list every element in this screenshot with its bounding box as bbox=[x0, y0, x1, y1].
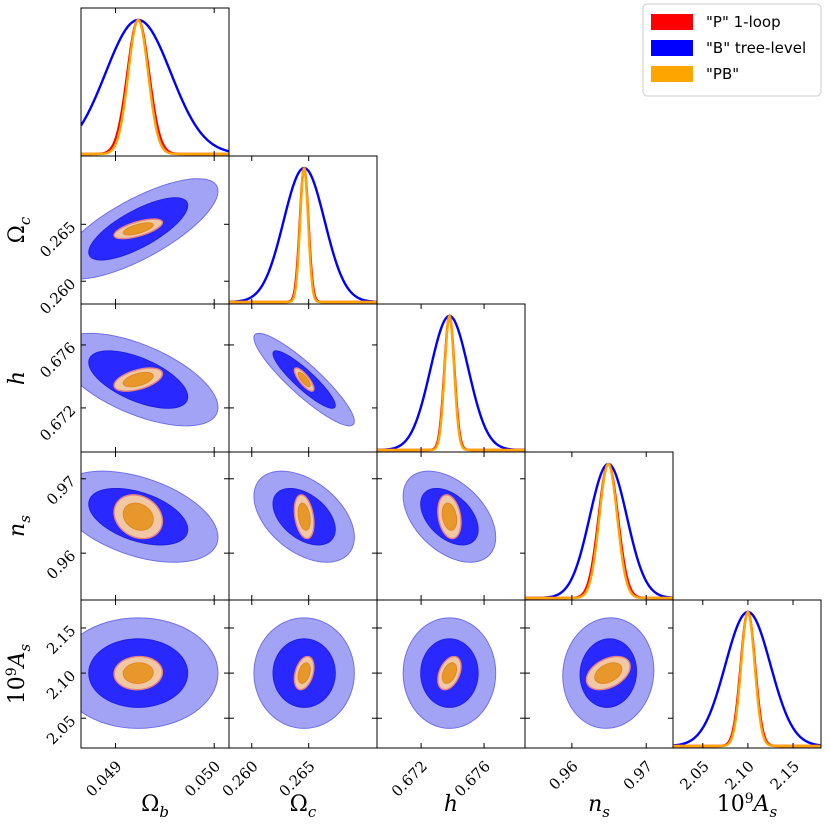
y-axis-label-omega_c: Ωc bbox=[5, 216, 34, 243]
y-tick-label-omega_c: 0.265 bbox=[36, 218, 79, 261]
panel-content bbox=[562, 617, 655, 729]
panel-content bbox=[525, 462, 673, 600]
x-axis-label-omega_b: Ωb bbox=[141, 792, 169, 821]
contour-PB-68-h-n_s bbox=[441, 502, 458, 531]
contour-PB-68-h-As bbox=[441, 662, 458, 684]
panel-content bbox=[402, 470, 497, 563]
contour-PB-68-omega_b-h bbox=[122, 371, 154, 388]
y-tick-label-n_s: 0.97 bbox=[43, 472, 79, 508]
y-axis-h: 0.672 0.676 h bbox=[5, 339, 79, 445]
x-tick-label-As: 2.05 bbox=[676, 757, 712, 793]
y-tick-label-h: 0.676 bbox=[36, 339, 79, 382]
x-axis-label-As: 109As bbox=[717, 791, 778, 821]
y-axis-label-h: h bbox=[5, 371, 30, 385]
y-tick-label-As: 2.05 bbox=[43, 712, 79, 748]
contour-PB-68-omega_c-n_s bbox=[297, 502, 311, 531]
marginal-curve-B-omega_b bbox=[81, 18, 229, 153]
panel-As-As bbox=[672, 599, 822, 749]
y-axis-n_s: 0.96 0.97 ns bbox=[5, 472, 79, 583]
x-tick-label-omega_c: 0.260 bbox=[219, 757, 262, 800]
marginal-curve-PB-omega_b bbox=[81, 18, 229, 156]
marginal-curve-PB-As bbox=[673, 610, 821, 748]
y-axis-As: 2.05 2.10 2.15 109As bbox=[4, 622, 79, 749]
x-tick-label-n_s: 0.96 bbox=[545, 757, 581, 793]
panel-n_s-n_s bbox=[524, 451, 674, 601]
panel-content bbox=[81, 470, 219, 563]
panel-h-h bbox=[376, 303, 526, 453]
panel-omega_c-n_s bbox=[228, 451, 378, 601]
panel-omega_c-As bbox=[228, 599, 378, 749]
panel-content bbox=[673, 610, 821, 748]
y-tick-label-h: 0.672 bbox=[36, 402, 79, 445]
panel-content bbox=[402, 617, 497, 729]
panel-content bbox=[253, 470, 355, 563]
panel-omega_b-As bbox=[80, 599, 230, 749]
marginal-curve-PB-omega_c bbox=[229, 167, 377, 304]
panel-omega_b-omega_c bbox=[80, 155, 230, 305]
marginal-curve-PB-h bbox=[377, 313, 525, 452]
legend-label-B: "B" tree-level bbox=[706, 39, 806, 57]
marginal-curve-B-h bbox=[377, 314, 525, 452]
x-tick-label-omega_b: 0.050 bbox=[181, 757, 224, 800]
panel-omega_b-n_s bbox=[80, 451, 230, 601]
panel-frame bbox=[672, 599, 822, 749]
panel-h-n_s bbox=[376, 451, 526, 601]
panel-content bbox=[81, 332, 219, 427]
panel-omega_c-h bbox=[228, 303, 378, 453]
x-axis-omega_b: 0.049 0.050 Ωb bbox=[82, 757, 224, 821]
x-tick-label-As: 2.15 bbox=[767, 757, 803, 793]
marginal-curve-B-n_s bbox=[525, 462, 673, 600]
y-tick-label-As: 2.15 bbox=[43, 622, 79, 658]
contour-PB-68-omega_c-As bbox=[297, 662, 311, 684]
legend-label-P: "P" 1-loop bbox=[706, 13, 781, 31]
contour-PB-68-omega_b-n_s bbox=[122, 502, 154, 531]
y-tick-label-omega_c: 0.260 bbox=[36, 275, 79, 318]
x-tick-label-h: 0.672 bbox=[388, 757, 431, 800]
panel-content bbox=[377, 313, 525, 452]
y-tick-label-As: 2.10 bbox=[43, 667, 79, 703]
legend: "P" 1-loop "B" tree-level "PB" bbox=[642, 3, 822, 97]
contour-PB-68-n_s-As bbox=[594, 662, 623, 684]
x-axis-label-n_s: ns bbox=[588, 792, 610, 821]
panel-content bbox=[81, 617, 219, 729]
panel-content bbox=[229, 166, 377, 304]
panel-omega_b-omega_b bbox=[80, 7, 230, 157]
y-tick-label-n_s: 0.96 bbox=[43, 547, 79, 583]
marginal-curve-B-As bbox=[673, 610, 821, 747]
x-tick-label-As: 2.10 bbox=[721, 757, 757, 793]
marginal-curve-P-n_s bbox=[525, 462, 673, 600]
x-axis-label-h: h bbox=[444, 792, 458, 817]
panel-content bbox=[253, 617, 355, 729]
marginal-curve-P-As bbox=[673, 610, 821, 748]
y-axis-label-n_s: ns bbox=[5, 515, 34, 537]
contour-PB-68-omega_b-As bbox=[122, 662, 154, 684]
x-tick-label-omega_b: 0.049 bbox=[82, 757, 125, 800]
panel-omega_b-h bbox=[80, 303, 230, 453]
legend-swatch-P bbox=[651, 14, 693, 30]
x-axis-label-omega_c: Ωc bbox=[290, 792, 317, 821]
marginal-curve-PB-n_s bbox=[525, 462, 673, 600]
panel-n_s-As bbox=[524, 599, 674, 749]
legend-swatch-PB bbox=[651, 66, 693, 82]
legend-swatch-B bbox=[651, 40, 693, 56]
y-axis-label-As: 109As bbox=[4, 643, 34, 704]
panel-content bbox=[81, 18, 229, 156]
panel-content bbox=[81, 178, 219, 280]
marginal-curve-P-omega_b bbox=[81, 18, 229, 156]
contour-PB-68-omega_b-omega_c bbox=[122, 222, 154, 236]
panel-omega_c-omega_c bbox=[228, 155, 378, 305]
panel-content bbox=[253, 332, 355, 427]
x-tick-label-n_s: 0.97 bbox=[620, 757, 656, 793]
contour-PB-68-omega_c-h bbox=[297, 371, 311, 388]
panel-h-As bbox=[376, 599, 526, 749]
legend-label-PB: "PB" bbox=[706, 65, 739, 83]
x-axis-n_s: 0.96 0.97 ns bbox=[545, 757, 656, 821]
